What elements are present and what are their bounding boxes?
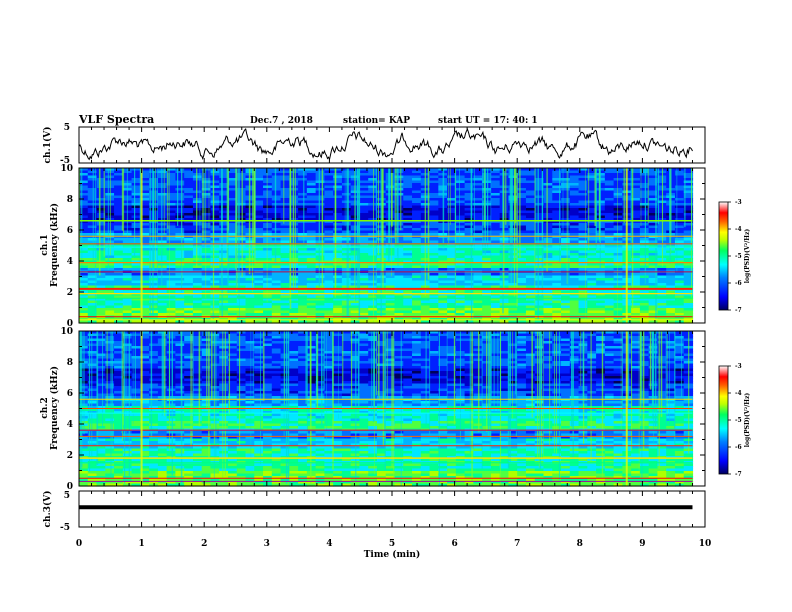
frequency-tick-label: 10: [60, 164, 73, 174]
start-time-label: start UT = 17: 40: 1: [438, 116, 538, 126]
colorbar-tick-label: -4: [735, 226, 742, 233]
frequency-tick-label: 2: [67, 288, 73, 298]
ch1-frequency-ylabel: Frequency (kHz): [49, 203, 60, 287]
time-tick-label: 6: [451, 539, 457, 549]
frequency-tick-label: 6: [67, 389, 73, 399]
time-tick-label: 0: [76, 539, 82, 549]
colorbar-tick-label: -7: [735, 471, 742, 478]
time-axis-ticks: 0 1 2 3 4 5 6 7 8 9 10: [76, 127, 711, 549]
frequency-tick-label: 8: [67, 358, 73, 368]
ch1-label: ch.1: [40, 234, 50, 255]
time-tick-label: 1: [138, 539, 144, 549]
colorbar-tick-label: -3: [735, 363, 742, 370]
time-tick-label: 10: [699, 539, 712, 549]
frequency-tick-label: 2: [67, 451, 73, 461]
frequency-tick-label: 4: [67, 257, 73, 267]
figure-title: VLF Spectra: [78, 113, 154, 126]
ch2-colorbar-label: log(PSD)(V²/Hz): [744, 393, 751, 448]
ch1-waveform-trace: [78, 127, 693, 161]
colorbar-tick-label: -6: [735, 444, 742, 451]
ch3-waveform-ylabel: ch.3(V): [42, 491, 53, 528]
ch1-colorbar-gradient: [718, 201, 729, 311]
ch2-colorbar-gradient: [718, 365, 729, 475]
ch1-ytick-bottom: -5: [60, 156, 70, 166]
ch1-colorbar: -3 -4 -5 -6 -7 log(PSD)(V²/Hz): [718, 199, 751, 314]
time-tick-label: 8: [577, 539, 583, 549]
frequency-tick-label: 4: [67, 420, 73, 430]
ch1-colorbar-label: log(PSD)(V²/Hz): [744, 229, 751, 284]
time-tick-label: 9: [639, 539, 645, 549]
time-tick-label: 5: [389, 539, 395, 549]
ch2-colorbar: -3 -4 -5 -6 -7 log(PSD)(V²/Hz): [718, 363, 751, 478]
frequency-tick-label: 0: [67, 482, 73, 492]
ch1-waveform-frame: [78, 126, 706, 164]
ch3-ytick-top: 5: [64, 491, 70, 501]
colorbar-tick-label: -6: [735, 280, 742, 287]
frequency-tick-label: 0: [67, 319, 73, 329]
waveform-line: [78, 127, 693, 161]
ch2-frequency-ylabel: Frequency (kHz): [49, 366, 60, 450]
ch1-spectrogram-image: [78, 168, 694, 324]
ch1-waveform-panel: 5 -5 ch.1(V): [42, 123, 706, 166]
colorbar-tick-label: -7: [735, 307, 742, 314]
time-tick-label: 3: [264, 539, 270, 549]
ch2-spectrogram-panel: 0 2 4 6 8 10 ch.2 Frequency (kHz): [40, 327, 706, 492]
time-tick-label: 2: [201, 539, 207, 549]
ch1-spectrogram-panel: 0 2 4 6 8 10 ch.1 Frequency (kHz): [40, 164, 706, 329]
ch2-spectrogram-image: [78, 331, 694, 487]
ch3-ytick-bottom: -5: [60, 523, 70, 533]
colorbar-tick-label: -5: [735, 253, 742, 260]
ch1-waveform-ylabel: ch.1(V): [42, 127, 53, 164]
time-axis-label: Time (min): [364, 549, 421, 560]
colorbar-tick-label: -4: [735, 390, 742, 397]
station-label: station= KAP: [343, 116, 410, 126]
frequency-tick-label: 6: [67, 226, 73, 236]
ch3-waveform-panel: 5 -5 ch.3(V): [42, 490, 706, 533]
frequency-tick-label: 10: [60, 327, 73, 337]
ch1-ytick-top: 5: [64, 123, 70, 133]
date-label: Dec.7 , 2018: [250, 116, 313, 126]
frequency-tick-label: 8: [67, 195, 73, 205]
time-tick-label: 7: [514, 539, 520, 549]
colorbar-tick-label: -3: [735, 199, 742, 206]
ch2-label: ch.2: [40, 397, 50, 418]
colorbar-tick-label: -5: [735, 417, 742, 424]
time-tick-label: 4: [326, 539, 332, 549]
